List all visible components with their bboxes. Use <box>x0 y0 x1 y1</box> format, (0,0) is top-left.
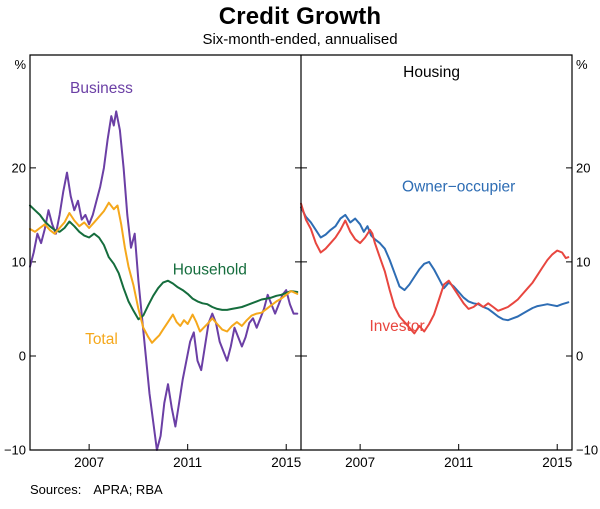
x-tick-label-1-2011: 2011 <box>444 455 473 470</box>
x-tick-label-0-2007: 2007 <box>74 455 104 470</box>
chart-title: Credit Growth <box>218 3 382 30</box>
series-business-line <box>29 110 299 451</box>
label-business: Business <box>70 80 133 97</box>
series-household-line <box>29 204 299 321</box>
y-tick-label-right-0: 0 <box>576 348 583 363</box>
label-total: Total <box>85 331 118 348</box>
y-tick-label-left--10: −10 <box>4 443 26 458</box>
chart-subtitle: Six-month-ended, annualised <box>202 31 398 48</box>
label-investor: Investor <box>370 318 425 335</box>
sources-text: APRA; RBA <box>93 482 163 497</box>
series-total-line <box>29 201 299 344</box>
y-tick-label-right-20: 20 <box>576 160 590 175</box>
label-housing: Housing <box>403 64 460 81</box>
x-tick-label-0-2015: 2015 <box>271 455 301 470</box>
y-tick-label-right-10: 10 <box>576 254 590 269</box>
y-axis-unit-left: % <box>14 57 26 72</box>
y-tick-label-left-0: 0 <box>19 348 26 363</box>
y-tick-label-right--10: −10 <box>576 443 598 458</box>
chart-sources: Sources: APRA; RBA <box>30 482 163 497</box>
series-investor-line <box>300 202 570 335</box>
x-tick-label-1-2015: 2015 <box>542 455 572 470</box>
y-axis-unit-right: % <box>576 57 588 72</box>
y-tick-label-left-20: 20 <box>12 160 26 175</box>
label-household: Household <box>173 261 247 278</box>
sources-label: Sources: <box>30 482 82 497</box>
y-tick-label-left-10: 10 <box>12 254 26 269</box>
x-tick-label-1-2007: 2007 <box>345 455 375 470</box>
series-owner-occupier-line <box>300 206 570 322</box>
x-tick-label-0-2011: 2011 <box>173 455 202 470</box>
plot-frame <box>29 54 573 451</box>
label-owner-occupier: Owner−occupier <box>402 179 515 196</box>
